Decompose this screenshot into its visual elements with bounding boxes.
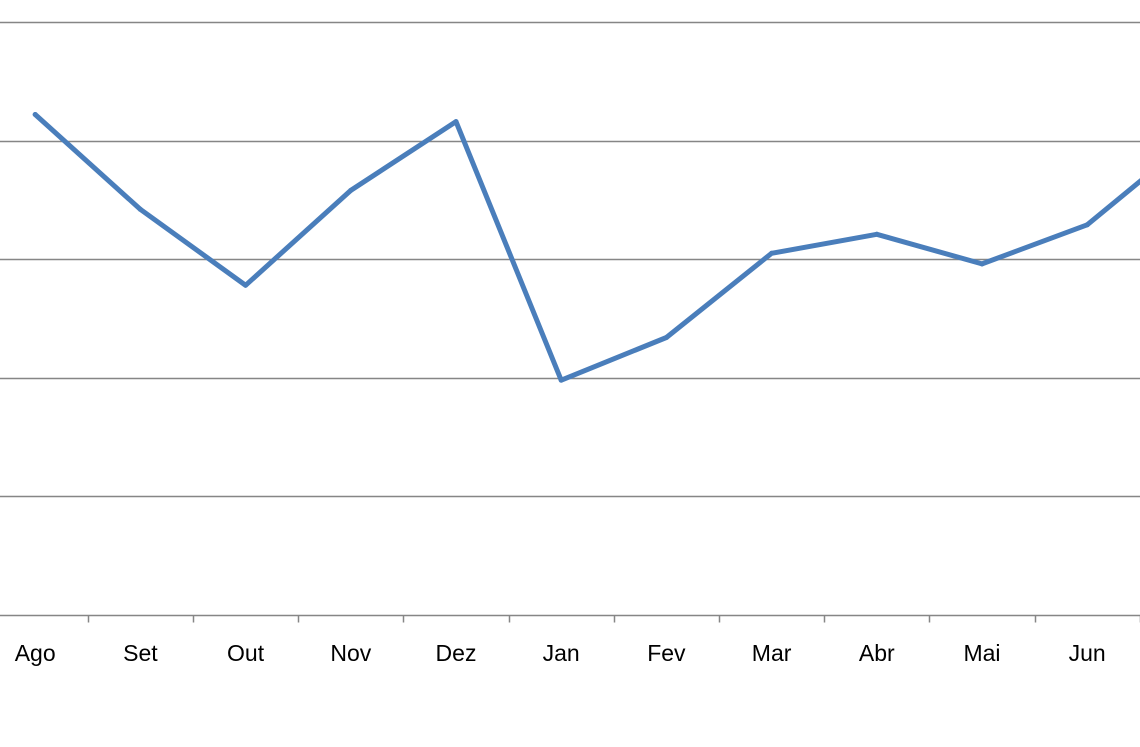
x-tick-label: Set — [123, 640, 158, 666]
data-point — [1084, 222, 1090, 228]
gridlines — [0, 21, 1140, 498]
data-point — [348, 187, 354, 193]
x-tick-label: Nov — [330, 640, 371, 666]
x-tick-label: Mar — [752, 640, 792, 666]
x-axis — [0, 614, 1140, 623]
x-tick-label: Out — [227, 640, 265, 666]
data-point — [663, 334, 669, 340]
series-layer — [32, 112, 1140, 383]
data-point — [243, 282, 249, 288]
x-tick-label: Dez — [436, 640, 477, 666]
x-tick-label: Jan — [543, 640, 580, 666]
x-tick-label: Fev — [647, 640, 686, 666]
x-tick-label: Mai — [963, 640, 1000, 666]
data-point — [453, 119, 459, 125]
x-tick-label: Jun — [1069, 640, 1106, 666]
data-point — [558, 377, 564, 383]
x-tick-label: Ago — [15, 640, 56, 666]
x-tick-labels: Ago Set Out Nov Dez Jan Fev Mar Abr Mai Jun — [15, 640, 1106, 666]
data-point — [979, 261, 985, 267]
x-tick-label: Abr — [859, 640, 895, 666]
series-line — [32, 112, 1140, 383]
data-point — [32, 112, 38, 118]
data-point — [137, 206, 143, 212]
data-point — [874, 231, 880, 237]
data-point — [769, 250, 775, 256]
